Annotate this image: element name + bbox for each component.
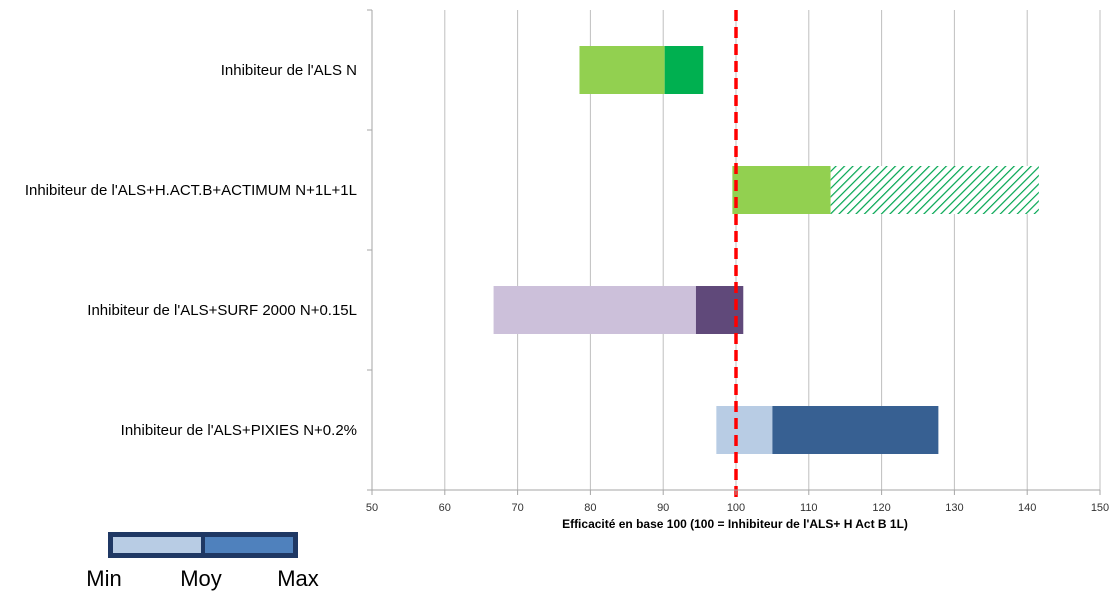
legend-label-min: Min xyxy=(86,566,121,591)
x-tick-label: 50 xyxy=(366,502,378,514)
x-tick-label: 120 xyxy=(872,502,890,514)
bars xyxy=(493,46,1039,454)
x-tick-label: 110 xyxy=(800,502,818,514)
legend-swatch-high xyxy=(205,537,293,553)
x-tick-label: 80 xyxy=(584,502,596,514)
x-tick-label: 130 xyxy=(945,502,963,514)
tick-labels: 50 60 70 80 90 100 110 120 130 140 150 xyxy=(366,502,1109,514)
bar-moy-to-max xyxy=(664,46,704,94)
bar-min-to-moy xyxy=(579,46,665,94)
category-labels: Inhibiteur de l'ALS N Inhibiteur de l'ALS… xyxy=(25,62,357,439)
x-tick-label: 90 xyxy=(657,502,669,514)
bar-min-to-moy xyxy=(716,406,773,454)
x-tick-label: 140 xyxy=(1018,502,1036,514)
x-tick-label: 150 xyxy=(1091,502,1109,514)
axes xyxy=(367,9,1101,495)
x-tick-label: 60 xyxy=(439,502,451,514)
bar-min-to-moy xyxy=(732,166,831,214)
category-label: Inhibiteur de l'ALS+PIXIES N+0.2% xyxy=(121,422,357,439)
category-label: Inhibiteur de l'ALS+SURF 2000 N+0.15L xyxy=(87,302,357,319)
bar-moy-to-max xyxy=(830,166,1039,214)
category-label: Inhibiteur de l'ALS+H.ACT.B+ACTIMUM N+1L… xyxy=(25,182,357,199)
bar-moy-to-max xyxy=(772,406,939,454)
legend-swatch-low xyxy=(113,537,201,553)
legend: Min Moy Max xyxy=(86,532,319,591)
category-label: Inhibiteur de l'ALS N xyxy=(221,62,357,79)
legend-label-max: Max xyxy=(277,566,319,591)
x-tick-label: 70 xyxy=(511,502,523,514)
legend-label-moy: Moy xyxy=(180,566,222,591)
x-axis-title: Efficacité en base 100 (100 = Inhibiteur… xyxy=(562,517,908,531)
bar-min-to-moy xyxy=(493,286,696,334)
x-tick-label: 100 xyxy=(727,502,745,514)
